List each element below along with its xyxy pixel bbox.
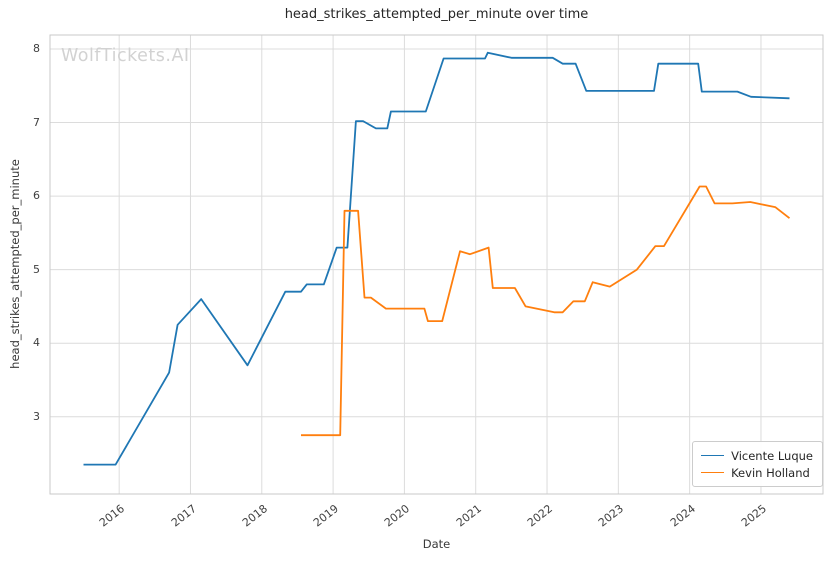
y-tick-label: 4 (33, 336, 40, 350)
y-tick-label: 5 (33, 262, 40, 276)
y-tick-label: 3 (33, 409, 40, 423)
legend: Vicente Luque Kevin Holland (692, 441, 823, 487)
watermark: WolfTickets.AI (61, 46, 190, 66)
legend-item: Kevin Holland (701, 464, 813, 481)
legend-label-kevin-holland: Kevin Holland (731, 465, 810, 480)
legend-line-sample-vicente-luque (701, 455, 725, 456)
y-tick-label: 8 (33, 42, 40, 55)
legend-item: Vicente Luque (701, 447, 813, 464)
y-tick-label: 6 (33, 189, 40, 203)
x-axis-label: Date (422, 537, 451, 551)
legend-line-sample-kevin-holland (701, 472, 725, 473)
chart-title: head_strikes_attempted_per_minute over t… (284, 7, 589, 22)
y-tick-label: 7 (33, 115, 40, 129)
legend-label-vicente-luque: Vicente Luque (731, 448, 813, 463)
